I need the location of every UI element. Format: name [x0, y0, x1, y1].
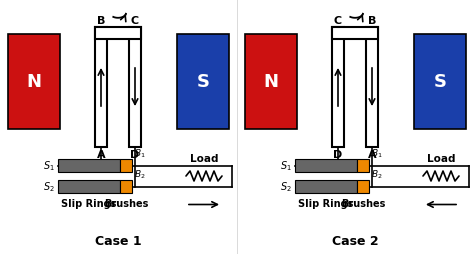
Text: $S_2$: $S_2$	[280, 180, 292, 194]
Text: N: N	[264, 73, 279, 91]
Text: S: S	[197, 73, 210, 91]
Bar	[95, 28, 107, 147]
Text: C: C	[131, 16, 139, 26]
Text: C: C	[334, 16, 342, 26]
Bar	[58, 180, 120, 193]
Text: Brushes: Brushes	[104, 198, 148, 208]
Bar	[120, 159, 132, 172]
Bar	[177, 35, 229, 130]
Text: Load: Load	[427, 154, 455, 164]
Text: $S_1$: $S_1$	[43, 159, 55, 173]
Text: S: S	[434, 73, 447, 91]
Bar	[357, 180, 369, 193]
Text: $S_2$: $S_2$	[43, 180, 55, 194]
Text: Slip Rings: Slip Rings	[61, 198, 117, 208]
Text: Case 2: Case 2	[332, 234, 379, 247]
Text: $B_2$: $B_2$	[134, 168, 146, 180]
Bar	[332, 28, 344, 147]
Text: Load: Load	[190, 154, 218, 164]
Bar	[129, 28, 141, 147]
Bar	[8, 35, 60, 130]
Bar	[245, 35, 297, 130]
Text: D: D	[130, 149, 140, 159]
Text: A: A	[368, 149, 376, 159]
Text: A: A	[97, 149, 105, 159]
Bar	[120, 180, 132, 193]
Bar	[357, 159, 369, 172]
Bar	[366, 28, 378, 147]
Text: $S_1$: $S_1$	[280, 159, 292, 173]
Text: B: B	[368, 16, 376, 26]
Text: Slip Rings: Slip Rings	[298, 198, 354, 208]
Text: $B_1$: $B_1$	[371, 147, 383, 159]
Text: $B_2$: $B_2$	[371, 168, 383, 180]
Text: D: D	[333, 149, 343, 159]
Text: Brushes: Brushes	[341, 198, 385, 208]
Text: N: N	[27, 73, 42, 91]
Bar	[95, 28, 141, 40]
Text: B: B	[97, 16, 105, 26]
Bar	[295, 159, 357, 172]
Bar	[295, 180, 357, 193]
Text: $B_1$: $B_1$	[134, 147, 146, 159]
Bar	[332, 28, 378, 40]
Text: Case 1: Case 1	[95, 234, 142, 247]
Bar	[58, 159, 120, 172]
Bar	[414, 35, 466, 130]
